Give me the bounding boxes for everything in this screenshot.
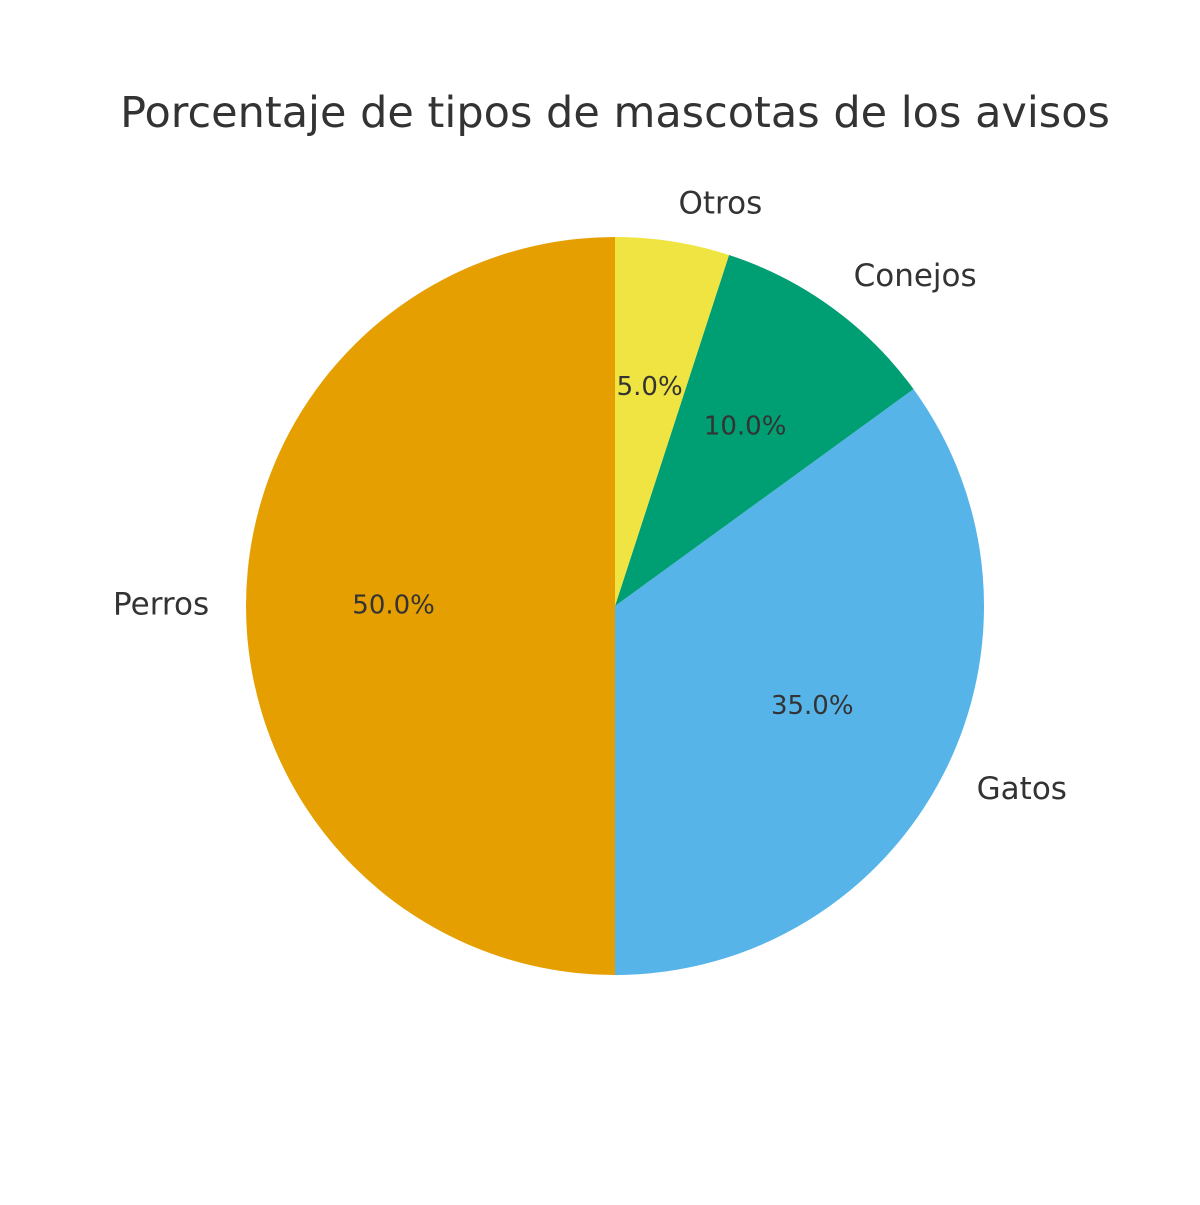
pct-label-conejos: 10.0% [704, 411, 787, 441]
pct-label-otros: 5.0% [617, 372, 683, 402]
slice-label-gatos: Gatos [977, 771, 1067, 807]
pct-label-gatos: 35.0% [771, 691, 854, 721]
slice-label-perros: Perros [113, 587, 209, 623]
slice-label-otros: Otros [678, 186, 762, 222]
slice-label-conejos: Conejos [854, 258, 977, 294]
pct-label-perros: 50.0% [352, 591, 435, 621]
chart-title: Porcentaje de tipos de mascotas de los a… [120, 88, 1110, 138]
